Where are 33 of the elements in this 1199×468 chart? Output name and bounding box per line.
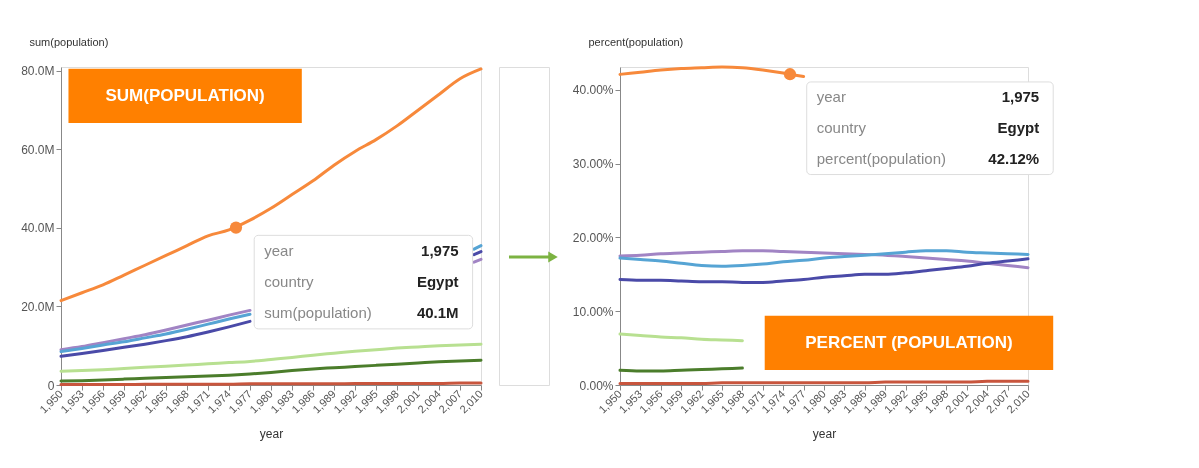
x-axis-title: year xyxy=(259,427,284,442)
annotation: percent(population) xyxy=(816,150,946,168)
y-tick-label: 80.0M xyxy=(21,64,55,79)
annotation: 40.1M xyxy=(416,304,459,322)
annotation: sum(population) xyxy=(264,304,372,322)
y-tick-label: 30.00% xyxy=(572,157,614,172)
annotation: 1,975 xyxy=(421,241,459,259)
y-tick-label: 40.00% xyxy=(572,83,614,98)
y-tick-label: 10.00% xyxy=(572,304,614,319)
annotation: year xyxy=(816,88,846,106)
line-series xyxy=(618,65,806,79)
annotation: SUM(POPULATION) xyxy=(105,85,265,105)
line-series xyxy=(59,342,483,373)
annotation: 42.12% xyxy=(988,150,1040,168)
line-series xyxy=(618,257,1030,284)
y-axis-title: sum(population) xyxy=(29,35,109,48)
y-tick-label: 0 xyxy=(47,378,55,393)
y-tick-label: 20.00% xyxy=(572,230,614,245)
line-series xyxy=(618,332,744,343)
y-tick-label: 20.0M xyxy=(21,299,55,314)
annotation: country xyxy=(816,119,867,137)
annotation: year xyxy=(264,241,294,259)
y-tick-label: 0.00% xyxy=(579,378,614,393)
annotation: PERCENT (POPULATION) xyxy=(805,332,1013,352)
y-tick-label: 60.0M xyxy=(21,142,55,157)
annotation: 1,975 xyxy=(1001,88,1040,106)
annotation: Egypt xyxy=(416,273,459,291)
annotation: country xyxy=(264,273,314,291)
annotation: Egypt xyxy=(997,119,1040,137)
y-axis-title: percent(population) xyxy=(588,35,684,48)
line-series xyxy=(59,67,483,303)
y-tick-label: 40.0M xyxy=(21,221,55,236)
x-axis-title: year xyxy=(812,427,837,442)
